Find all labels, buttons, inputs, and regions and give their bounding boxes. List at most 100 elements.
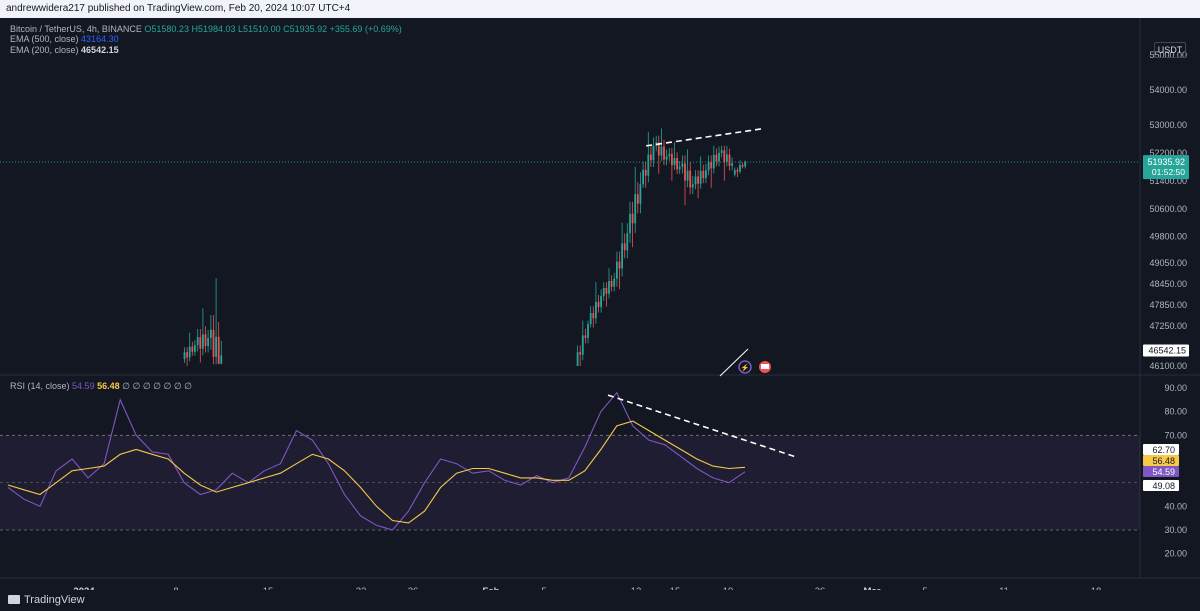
chart-area[interactable]: 46100.00 47250.00 47850.00 48450.00 49050.00…	[0, 18, 1200, 608]
rsi-tick-label: 20.00	[1164, 549, 1187, 559]
ema500-label: EMA (500, close)	[10, 34, 79, 44]
candle-body	[712, 154, 715, 169]
candle-body	[697, 176, 699, 184]
candle-body	[715, 154, 718, 162]
candle-body	[668, 153, 671, 157]
candle-body	[217, 336, 220, 364]
candle-body	[733, 170, 736, 175]
rsi-value-badge[interactable]	[1143, 455, 1179, 466]
ema200-legend[interactable]: EMA (200, close) 46542.15	[10, 45, 119, 56]
candle-body	[665, 156, 668, 160]
tradingview-logo[interactable]: TradingView	[8, 594, 85, 606]
candle-body	[636, 194, 639, 204]
rsi-ma-line[interactable]	[7, 420, 746, 524]
rsi-value: 54.59	[72, 381, 95, 391]
candle-body	[207, 338, 209, 346]
candles-group[interactable]	[183, 128, 747, 366]
ema500-value: 43164.30	[81, 34, 119, 44]
candle-body	[702, 170, 705, 179]
price-tick-label: 49800.00	[1149, 232, 1187, 242]
ema200-axis-label: 46542.15	[1148, 346, 1186, 356]
bottom-bar: TradingView	[0, 590, 1200, 608]
candle-body	[592, 313, 595, 319]
candle-body	[731, 163, 733, 166]
candle-body	[587, 324, 589, 338]
rsi-legend[interactable]: RSI (14, close) 54.59 56.48 ∅ ∅ ∅ ∅ ∅ ∅ …	[10, 381, 192, 392]
candle-body	[595, 301, 597, 319]
candle-body	[589, 313, 592, 325]
candle-body	[660, 146, 663, 156]
rsi-value-badge-label: 54.59	[1152, 467, 1175, 477]
candle-body	[739, 165, 741, 172]
rsi-divergence-trendline[interactable]	[607, 394, 796, 458]
rsi-placeholders: ∅ ∅ ∅ ∅ ∅ ∅ ∅	[122, 381, 193, 391]
price-tick-label: 49050.00	[1149, 258, 1187, 268]
candle-body	[678, 166, 681, 170]
us-flag-stripe-icon	[761, 364, 769, 369]
rsi-value-badge-label: 49.08	[1152, 481, 1175, 491]
candle-body	[618, 261, 621, 269]
candle-body	[581, 335, 584, 355]
candle-body	[616, 261, 618, 279]
chart-svg[interactable]: 46100.00 47250.00 47850.00 48450.00 49050.00…	[0, 18, 1200, 608]
legend-symbol[interactable]: Bitcoin / TetherUS, 4h, BINANCE	[10, 24, 142, 34]
candle-body	[673, 158, 676, 166]
last-price-badge[interactable]	[1143, 155, 1189, 180]
candle-body	[613, 278, 616, 287]
candle-body	[631, 213, 634, 224]
rsi-tick-label: 30.00	[1164, 525, 1187, 535]
candle-body	[610, 281, 613, 287]
ema500-legend[interactable]: EMA (500, close) 43164.30	[10, 34, 119, 45]
candle-body	[663, 146, 665, 160]
rsi-value-badge[interactable]	[1143, 480, 1179, 491]
price-tick-label: 52200.00	[1149, 148, 1187, 158]
candle-body	[657, 142, 660, 156]
candle-body	[191, 346, 194, 352]
candle-body	[639, 184, 642, 204]
rsi-tick-label: 40.00	[1164, 501, 1187, 511]
drawn-line[interactable]	[719, 348, 749, 377]
candle-body	[741, 165, 744, 167]
publisher-bar: andrewwidera217 published on TradingView…	[0, 0, 1200, 18]
legend-change: +355.69 (+0.69%)	[329, 24, 402, 34]
candle-body	[608, 281, 610, 294]
candle-body	[212, 329, 215, 357]
rsi-value-badge-label: 56.48	[1152, 456, 1175, 466]
candle-body	[718, 152, 720, 162]
split-event-glyph: ⚡	[741, 363, 750, 372]
candle-body	[210, 329, 212, 339]
candle-body	[600, 296, 602, 308]
candle-body	[626, 233, 629, 251]
price-tick-label: 46100.00	[1149, 361, 1187, 371]
candle-body	[723, 150, 726, 162]
ema200-badge[interactable]	[1143, 344, 1189, 357]
candle-body	[736, 170, 739, 172]
split-event-icon[interactable]	[738, 360, 752, 374]
rsi-value-badge-label: 62.70	[1152, 445, 1175, 455]
candle-body	[650, 154, 652, 161]
candle-body	[579, 352, 582, 355]
tradingview-logo-icon	[8, 595, 20, 604]
currency-button[interactable]: USDT	[1154, 42, 1186, 58]
rsi-value-badge[interactable]	[1143, 444, 1179, 455]
rsi-ma-value: 56.48	[97, 381, 120, 391]
rsi-line[interactable]	[7, 391, 746, 531]
candle-body	[215, 336, 217, 357]
price-tick-label: 55000.00	[1149, 50, 1187, 60]
candle-body	[623, 243, 626, 251]
candle-body	[699, 170, 702, 184]
candle-body	[720, 150, 723, 153]
candle-body	[199, 337, 202, 349]
price-tick-label: 54000.00	[1149, 85, 1187, 95]
publisher-text: andrewwidera217 published on TradingView…	[6, 3, 351, 14]
brand-name: TradingView	[24, 594, 85, 606]
rsi-tick-label: 70.00	[1164, 430, 1187, 440]
candle-body	[204, 334, 207, 346]
candle-body	[183, 352, 186, 360]
price-legend: Bitcoin / TetherUS, 4h, BINANCE O51580.2…	[10, 24, 402, 35]
candle-body	[634, 194, 637, 224]
candle-body	[194, 345, 196, 352]
candle-body	[681, 163, 684, 167]
rsi-value-badge[interactable]	[1143, 466, 1179, 477]
candle-body	[576, 352, 579, 366]
